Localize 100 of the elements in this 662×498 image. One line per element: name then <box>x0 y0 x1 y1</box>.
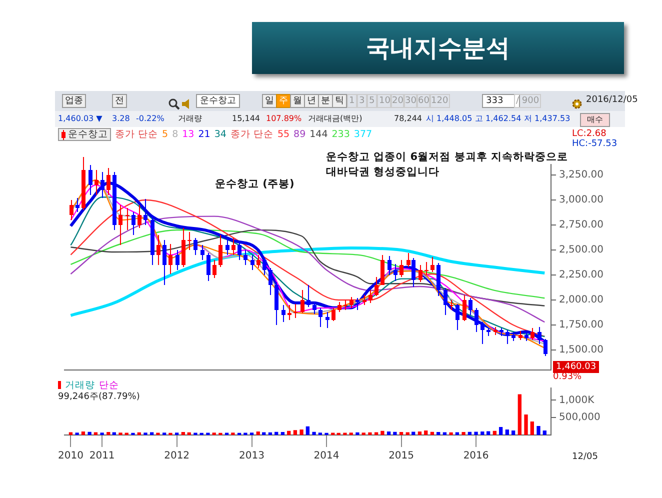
text: 저 1,437.53 <box>524 113 570 125</box>
candlestick <box>362 294 366 306</box>
text: 년 <box>304 94 319 108</box>
text: HC:-57.53 <box>572 138 618 150</box>
annotation: 운수창고 (주봉) <box>215 177 294 191</box>
bar <box>312 432 316 435</box>
candlestick <box>474 308 478 332</box>
bar <box>68 432 73 435</box>
y-tick-label: 1,000K <box>559 394 595 406</box>
legend-title: 단순 <box>99 380 119 391</box>
text: 233 <box>332 129 350 140</box>
text: 333 <box>486 96 504 106</box>
bar <box>474 432 478 435</box>
text: 60 <box>416 94 432 108</box>
text: 3.28 <box>112 113 130 125</box>
candlestick <box>430 256 434 272</box>
bar <box>356 432 360 435</box>
bar <box>306 426 310 435</box>
bar <box>181 432 185 435</box>
candlestick <box>268 268 272 296</box>
y-tick-label: 3,250.00 <box>559 170 604 181</box>
text: 34 <box>214 129 226 140</box>
candlestick <box>318 308 322 328</box>
text: 전 <box>112 94 127 108</box>
candlestick <box>100 172 104 198</box>
text: 3 <box>357 94 367 108</box>
x-tick-label: 2012 <box>164 450 190 462</box>
text: 거래대금(백만) <box>308 113 362 125</box>
bar <box>187 432 191 435</box>
bar <box>386 432 391 435</box>
candlestick <box>444 288 448 316</box>
candlestick <box>162 240 166 286</box>
candlestick <box>456 304 460 330</box>
text: 고 1,462.54 <box>475 113 522 125</box>
text: 12/05 <box>572 451 598 463</box>
x-tick-label: 2010 <box>58 450 84 462</box>
candlestick <box>76 198 80 212</box>
bar <box>150 432 154 435</box>
candlestick <box>468 298 472 316</box>
legend-label: 운수창고 <box>58 128 111 141</box>
candlestick <box>88 164 92 196</box>
text: 1,460.03 <box>553 361 600 373</box>
bar <box>486 431 490 435</box>
candlestick <box>374 276 378 296</box>
bar <box>293 430 298 435</box>
text: 주 <box>276 94 291 108</box>
bar <box>418 432 422 435</box>
text: 120 <box>429 94 450 108</box>
bar <box>518 394 522 435</box>
text: 78,244 <box>394 113 422 125</box>
y-tick-label: 1,500.00 <box>559 344 604 356</box>
candlestick <box>300 290 304 314</box>
candlestick <box>350 296 354 308</box>
text: 5 <box>367 94 377 108</box>
bar <box>530 421 534 435</box>
bar <box>268 432 272 435</box>
candlestick <box>368 290 372 304</box>
text: 21 <box>198 129 210 140</box>
text: LC:2.68 <box>572 128 606 139</box>
chart-title: 국내지수분석 <box>252 22 624 74</box>
candlestick <box>462 294 466 322</box>
bar <box>393 432 397 435</box>
bar <box>262 432 266 435</box>
candlestick <box>406 252 410 268</box>
candlestick <box>200 244 204 260</box>
bar <box>399 432 404 435</box>
candlestick <box>450 300 454 310</box>
bar <box>274 432 278 435</box>
x-tick-label: 2014 <box>314 450 340 462</box>
text: 107.89% <box>266 113 302 125</box>
annotation: 99,246주(87.79%) <box>58 391 140 403</box>
bar <box>498 427 503 435</box>
candlestick <box>244 250 248 266</box>
text: 업종 <box>62 94 86 108</box>
text: 분 <box>318 94 333 108</box>
candlestick <box>156 234 160 266</box>
bar <box>462 432 466 435</box>
bar <box>492 430 497 435</box>
candlestick <box>288 304 292 320</box>
text: 1 <box>347 94 357 108</box>
bar <box>524 414 528 435</box>
bar <box>94 432 98 435</box>
candlestick <box>106 168 110 196</box>
candlestick <box>480 322 484 344</box>
candlestick <box>388 256 392 276</box>
legend-title: 종가 단순 <box>115 129 158 140</box>
bar <box>280 432 285 435</box>
text: 운수창고 <box>196 94 240 108</box>
text: 월 <box>290 94 305 108</box>
candlestick <box>250 254 254 270</box>
text: 144 <box>310 129 328 140</box>
candlestick <box>356 298 360 310</box>
candlestick <box>332 308 336 322</box>
text: 매수 <box>580 113 610 127</box>
bar <box>455 432 460 435</box>
candlestick <box>212 260 216 278</box>
candlestick <box>226 238 230 256</box>
bar <box>511 430 516 435</box>
candlestick <box>344 300 348 310</box>
candlestick <box>126 208 130 230</box>
